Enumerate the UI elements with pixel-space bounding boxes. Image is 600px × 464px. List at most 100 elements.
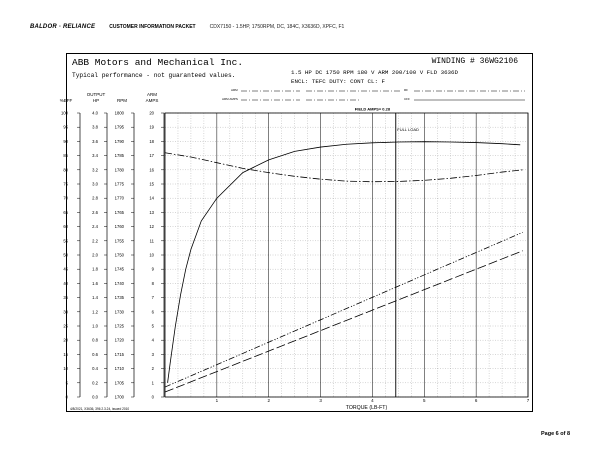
y-tick-label: 3 bbox=[152, 352, 155, 357]
page-number: Page 6 of 8 bbox=[541, 431, 571, 437]
field-label-rf: RF bbox=[404, 88, 408, 92]
y-tick-label: 2.6 bbox=[92, 210, 98, 215]
document-id: CDX7150 - 1.5HP, 1750RPM, DC, 184C, X363… bbox=[209, 24, 345, 30]
y-tick-label: 3.2 bbox=[92, 167, 98, 172]
field-label-arm: ARM bbox=[231, 88, 238, 92]
x-tick-label: 1 bbox=[216, 398, 219, 403]
y-tick-label: 1.2 bbox=[92, 309, 98, 314]
y-tick-label: 25 bbox=[63, 324, 68, 329]
series-line-amps_dashdotdot bbox=[164, 231, 523, 388]
x-tick-label: 3 bbox=[319, 398, 322, 403]
y-tick-label: 1745 bbox=[115, 267, 125, 272]
y-tick-label: 0.4 bbox=[92, 366, 98, 371]
y-tick-label: 5 bbox=[152, 324, 155, 329]
y-tick-label: 10 bbox=[63, 366, 68, 371]
y-tick-label: 2.0 bbox=[92, 253, 98, 258]
y-tick-label: 1765 bbox=[115, 210, 125, 215]
y-tick-label: 35 bbox=[63, 295, 68, 300]
y-axis-label: ARM bbox=[147, 92, 157, 97]
y-tick-label: 1785 bbox=[115, 153, 125, 158]
y-tick-label: 9 bbox=[152, 267, 155, 272]
y-tick-label: 1760 bbox=[115, 224, 125, 229]
y-tick-label: 0.8 bbox=[92, 338, 98, 343]
rating-line-1: 1.5 HP DC 1750 RPM 180 V ARM 200/100 V F… bbox=[291, 69, 458, 76]
y-tick-label: 1715 bbox=[115, 352, 125, 357]
y-tick-label: 75 bbox=[63, 182, 68, 187]
y-tick-label: 3.6 bbox=[92, 139, 98, 144]
y-axis-label: HP bbox=[93, 98, 99, 103]
document-header: BALDOR • RELIANCE CUSTOMER INFORMATION P… bbox=[30, 21, 344, 33]
x-tick-label: 6 bbox=[475, 398, 478, 403]
y-tick-label: 20 bbox=[149, 111, 154, 116]
y-tick-label: 0.6 bbox=[92, 352, 98, 357]
y-tick-label: 85 bbox=[63, 153, 68, 158]
y-tick-label: 1705 bbox=[115, 380, 125, 385]
series-line-eff bbox=[167, 141, 521, 383]
y-tick-label: 1700 bbox=[115, 395, 125, 400]
field-label-arm-amps: ARM AMPS bbox=[222, 97, 238, 101]
y-tick-label: 1725 bbox=[115, 324, 125, 329]
winding-number: WINDING # 36WG2106 bbox=[431, 57, 518, 66]
y-tick-label: 3.8 bbox=[92, 125, 98, 130]
y-tick-label: 2.2 bbox=[92, 238, 98, 243]
y-tick-label: 1775 bbox=[115, 182, 125, 187]
y-tick-label: 50 bbox=[63, 253, 68, 258]
y-tick-label: 14 bbox=[149, 196, 154, 201]
brand-logo: BALDOR • RELIANCE bbox=[30, 24, 96, 30]
y-tick-label: 4.0 bbox=[92, 111, 98, 116]
y-axis-label: RPM bbox=[117, 98, 127, 103]
y-axis-label: OUTPUT bbox=[87, 92, 106, 97]
y-tick-label: 2.8 bbox=[92, 196, 98, 201]
plot-frame bbox=[164, 112, 529, 398]
y-tick-label: 1780 bbox=[115, 167, 125, 172]
y-tick-label: 1.8 bbox=[92, 267, 98, 272]
y-tick-label: 3.4 bbox=[92, 153, 98, 158]
y-tick-label: 1735 bbox=[115, 295, 125, 300]
series-line-rpm bbox=[164, 152, 523, 183]
y-tick-label: 1 bbox=[152, 380, 155, 385]
y-tick-label: 70 bbox=[63, 196, 68, 201]
y-tick-label: 0 bbox=[66, 395, 69, 400]
y-tick-label: 17 bbox=[149, 153, 154, 158]
y-tick-label: 90 bbox=[63, 139, 68, 144]
x-tick-label: 7 bbox=[527, 398, 530, 403]
rating-line-2: ENCL: TEFC DUTY: CONT CL: F bbox=[291, 78, 385, 85]
packet-title: CUSTOMER INFORMATION PACKET bbox=[109, 24, 196, 30]
y-tick-label: 6 bbox=[152, 309, 155, 314]
x-tick-label: 4 bbox=[371, 398, 374, 403]
performance-note: Typical performance - not guaranteed val… bbox=[72, 72, 236, 79]
footer-note: 4/8/2021, X3636, 396 2.3.24, issued 2010 bbox=[70, 407, 129, 411]
y-tick-label: 11 bbox=[150, 238, 155, 243]
field-label-cff: CFF bbox=[404, 97, 410, 101]
y-tick-label: 40 bbox=[63, 281, 68, 286]
y-axis-label: %EFF bbox=[60, 98, 73, 103]
y-tick-label: 0.2 bbox=[92, 380, 98, 385]
y-tick-label: 16 bbox=[149, 167, 154, 172]
company-name: ABB Motors and Mechanical Inc. bbox=[72, 57, 244, 68]
y-tick-label: 1730 bbox=[115, 309, 125, 314]
y-tick-label: 18 bbox=[149, 139, 154, 144]
y-tick-label: 3.0 bbox=[92, 182, 98, 187]
y-tick-label: 45 bbox=[63, 267, 68, 272]
y-tick-label: 1740 bbox=[115, 281, 125, 286]
y-tick-label: 10 bbox=[149, 253, 154, 258]
y-tick-label: 1790 bbox=[115, 139, 125, 144]
y-tick-label: 1.6 bbox=[92, 281, 98, 286]
field-amps-label: FIELD AMPS= 0.28 bbox=[355, 107, 391, 112]
y-tick-label: 20 bbox=[63, 338, 68, 343]
y-axis-label: AMPS bbox=[146, 98, 159, 103]
y-tick-label: 30 bbox=[63, 309, 68, 314]
y-tick-label: 1800 bbox=[115, 111, 125, 116]
y-tick-label: 1755 bbox=[115, 238, 125, 243]
y-tick-label: 8 bbox=[152, 281, 155, 286]
y-tick-label: 15 bbox=[149, 182, 154, 187]
y-tick-label: 19 bbox=[149, 125, 154, 130]
y-tick-label: 55 bbox=[63, 238, 68, 243]
y-tick-label: 0.0 bbox=[92, 395, 98, 400]
y-tick-label: 95 bbox=[63, 125, 68, 130]
full-load-label: FULL LOAD bbox=[397, 127, 419, 132]
y-tick-label: 1770 bbox=[115, 196, 125, 201]
y-tick-label: 4 bbox=[152, 338, 155, 343]
x-tick-label: 2 bbox=[267, 398, 270, 403]
